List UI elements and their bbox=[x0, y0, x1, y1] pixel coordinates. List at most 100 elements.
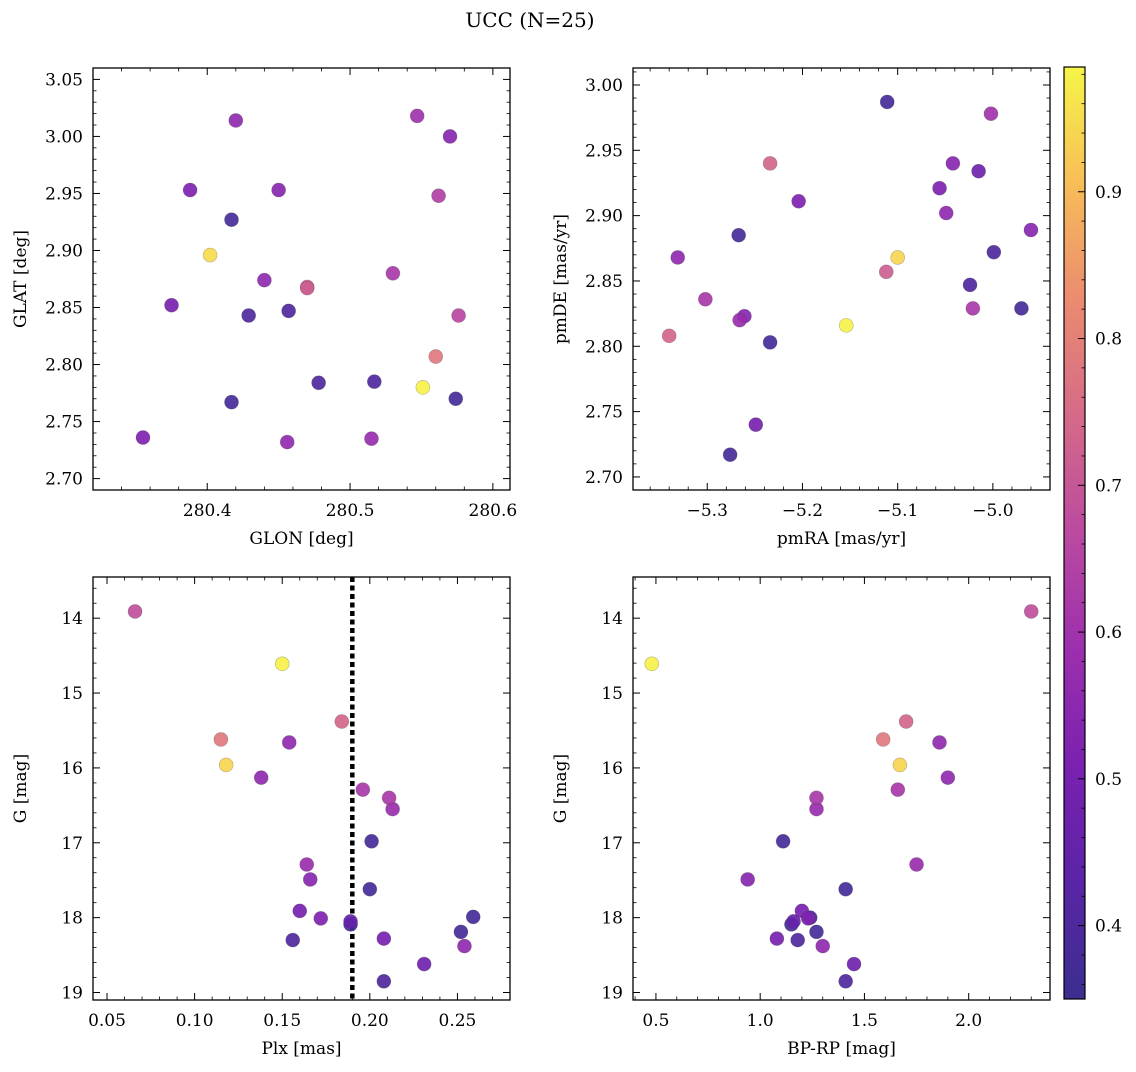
colorbar-tick-label: 0.8 bbox=[1095, 330, 1122, 350]
data-point bbox=[790, 932, 806, 948]
data-point bbox=[279, 434, 295, 450]
data-point bbox=[986, 244, 1002, 260]
data-point bbox=[313, 911, 329, 926]
data-point bbox=[800, 911, 816, 926]
y-tick-label: 2.90 bbox=[45, 241, 83, 261]
x-tick-label: −5.1 bbox=[877, 501, 918, 521]
data-point bbox=[1014, 301, 1029, 316]
data-point bbox=[274, 656, 290, 672]
x-tick-label: −5.0 bbox=[972, 501, 1013, 521]
data-point bbox=[292, 903, 308, 919]
x-tick-label: 0.05 bbox=[88, 1011, 126, 1031]
data-point bbox=[909, 857, 924, 872]
data-point bbox=[281, 303, 296, 319]
data-point bbox=[451, 308, 466, 323]
data-point bbox=[431, 188, 446, 204]
data-point bbox=[376, 973, 392, 989]
data-point bbox=[465, 909, 481, 925]
colorbar-gradient bbox=[1063, 66, 1086, 1000]
data-point bbox=[257, 272, 272, 288]
data-point bbox=[409, 108, 425, 124]
y-tick-label: 2.70 bbox=[585, 468, 623, 488]
x-tick-label: 1.0 bbox=[747, 1011, 774, 1031]
data-point bbox=[334, 714, 350, 729]
data-point bbox=[670, 250, 686, 265]
data-point bbox=[938, 205, 954, 221]
data-point bbox=[302, 872, 318, 887]
data-point bbox=[892, 757, 908, 773]
data-point bbox=[253, 770, 269, 785]
x-axis-label: GLON [deg] bbox=[249, 529, 353, 549]
y-tick-label: 3.00 bbox=[45, 127, 83, 147]
x-tick-label: 1.5 bbox=[851, 1011, 878, 1031]
data-point bbox=[218, 757, 234, 773]
data-point bbox=[311, 375, 326, 391]
data-point bbox=[809, 924, 824, 940]
data-point bbox=[732, 312, 747, 328]
data-point bbox=[135, 430, 151, 445]
x-tick-label: 280.4 bbox=[183, 501, 232, 521]
data-point bbox=[1023, 604, 1039, 619]
data-point bbox=[945, 156, 961, 171]
data-point bbox=[740, 872, 755, 887]
colorbar-tick-label: 0.7 bbox=[1095, 476, 1122, 496]
y-tick-label: 14 bbox=[601, 609, 623, 629]
y-axis-label: G [mag] bbox=[11, 754, 31, 823]
y-tick-label: 16 bbox=[61, 759, 83, 779]
data-point bbox=[271, 182, 286, 198]
y-tick-label: 16 bbox=[601, 759, 623, 779]
colorbar-tick-label: 0.4 bbox=[1095, 917, 1122, 937]
colorbar: 0.4 0.5 0.6 0.7 0.8 0.9 bbox=[1063, 66, 1122, 1000]
data-point bbox=[644, 656, 660, 672]
y-tick-label: 14 bbox=[61, 609, 83, 629]
panel-1: 280.4 280.5 280.6 2.70 2.75 2.80 2.85 2.90 2.95 3… bbox=[11, 67, 517, 549]
data-point bbox=[932, 735, 947, 750]
x-axis-label: Plx [mas] bbox=[261, 1039, 341, 1059]
y-tick-label: 3.00 bbox=[585, 76, 623, 96]
x-tick-label: 0.10 bbox=[176, 1011, 214, 1031]
data-point bbox=[983, 106, 999, 122]
data-point bbox=[878, 264, 894, 280]
panel-3: 0.05 0.10 0.15 0.20 0.25 14 15 16 17 18 19 Plx [mas… bbox=[11, 576, 511, 1059]
figure-title: UCC (N=25) bbox=[465, 8, 594, 32]
data-point bbox=[661, 328, 677, 344]
y-tick-label: 2.95 bbox=[585, 141, 623, 161]
data-point bbox=[748, 417, 764, 432]
x-axis-label: BP-RP [mag] bbox=[787, 1039, 896, 1059]
data-point bbox=[890, 250, 905, 265]
panels: 280.4 280.5 280.6 2.70 2.75 2.80 2.85 2.90 2.95 3… bbox=[11, 67, 1051, 1059]
data-point bbox=[809, 790, 824, 806]
data-point bbox=[385, 265, 401, 281]
plot-frame bbox=[632, 67, 1051, 491]
panel-4: 0.5 1.0 1.5 2.0 14 15 16 17 18 19 BP-RP [mag] G [ma… bbox=[551, 576, 1051, 1059]
x-tick-label: 280.5 bbox=[326, 501, 375, 521]
data-point bbox=[164, 297, 179, 313]
data-point bbox=[775, 833, 791, 849]
colorbar-tick-label: 0.5 bbox=[1095, 770, 1122, 790]
data-point bbox=[1023, 222, 1039, 238]
data-point bbox=[940, 770, 956, 785]
y-tick-label: 2.95 bbox=[45, 184, 83, 204]
data-point bbox=[457, 938, 472, 954]
data-point bbox=[875, 732, 891, 747]
y-tick-label: 2.70 bbox=[45, 470, 83, 490]
y-tick-label: 2.75 bbox=[45, 413, 83, 433]
y-tick-label: 15 bbox=[61, 684, 83, 704]
y-axis-label: G [mag] bbox=[551, 754, 571, 823]
data-point bbox=[355, 782, 371, 797]
data-point bbox=[299, 857, 315, 872]
data-point bbox=[127, 604, 143, 619]
data-point bbox=[362, 881, 378, 897]
y-tick-label: 2.90 bbox=[585, 207, 623, 227]
data-point bbox=[442, 129, 458, 144]
data-point bbox=[182, 182, 198, 198]
data-point bbox=[448, 391, 464, 407]
y-tick-label: 3.05 bbox=[45, 70, 83, 90]
y-tick-label: 18 bbox=[61, 909, 83, 929]
y-tick-label: 2.80 bbox=[45, 356, 83, 376]
y-tick-label: 19 bbox=[601, 984, 623, 1004]
x-tick-label: −5.2 bbox=[782, 501, 823, 521]
data-point bbox=[722, 447, 738, 463]
data-point bbox=[962, 277, 978, 293]
colorbar-tick-label: 0.9 bbox=[1095, 183, 1122, 203]
